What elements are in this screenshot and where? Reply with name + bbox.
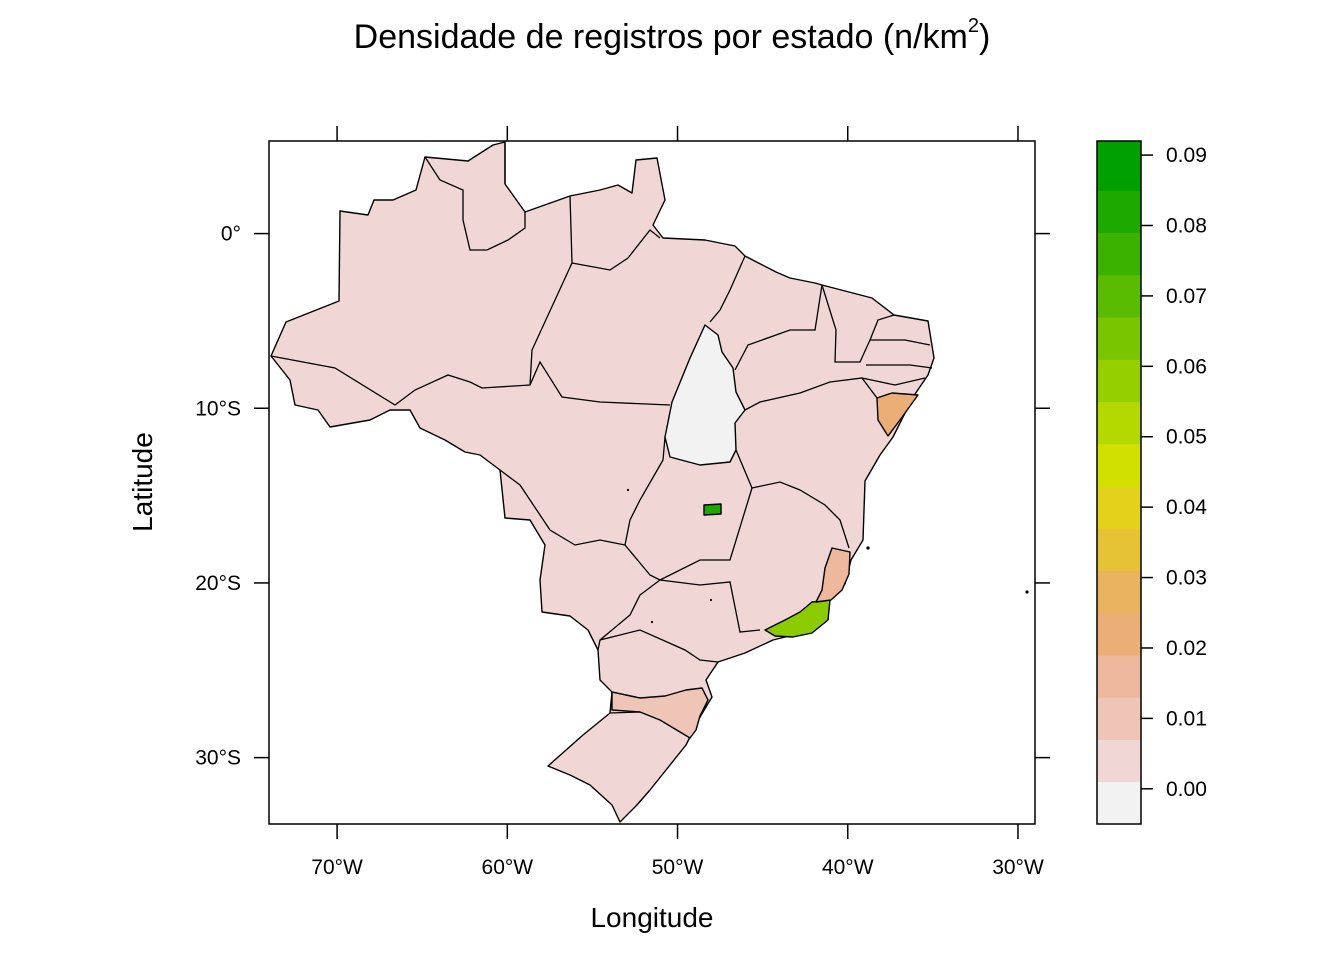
map-layer — [270, 141, 1029, 823]
x-tick-label: 40°W — [822, 856, 874, 879]
colorkey-tick-label: 0.05 — [1166, 426, 1207, 449]
title-text: Densidade de registros por estado (n/km — [353, 18, 968, 56]
colorkey-bin — [1097, 528, 1141, 572]
colorkey-tick-label: 0.08 — [1166, 214, 1207, 237]
colorkey-bin — [1097, 274, 1141, 318]
colorkey-tick-label: 0.09 — [1166, 144, 1207, 167]
y-tick-label: 30°S — [195, 747, 241, 770]
y-axis-title: Latitude — [127, 432, 158, 532]
x-axis-ticks: 70°W 60°W 50°W 40°W 30°W — [311, 126, 1044, 879]
state-rio-de-janeiro — [764, 599, 831, 638]
colorkey-bin — [1097, 486, 1141, 529]
state-santa-catarina — [611, 687, 709, 739]
title-close: ) — [979, 18, 991, 56]
state-region-base — [270, 141, 935, 823]
colorkey-tick-label: 0.01 — [1166, 707, 1207, 730]
colorkey-frame — [1096, 140, 1142, 825]
colorkey-tick-label: 0.02 — [1166, 637, 1207, 660]
colorkey-bin — [1097, 317, 1141, 360]
colorkey-bin — [1097, 570, 1141, 614]
colorkey-tick-label: 0.03 — [1166, 567, 1207, 590]
colorkey-tick-label: 0.04 — [1166, 496, 1207, 519]
colorkey-tick-label: 0.00 — [1166, 778, 1207, 801]
colorkey-bin — [1097, 697, 1141, 741]
colorkey — [1096, 140, 1142, 825]
y-tick-label: 20°S — [195, 572, 241, 595]
y-tick-label: 10°S — [195, 397, 241, 420]
x-axis-title: Longitude — [590, 902, 713, 933]
colorkey-bin — [1097, 781, 1141, 825]
map-panel-frame — [268, 140, 1036, 825]
y-tick-label: 0° — [221, 223, 241, 246]
map-states — [270, 141, 1029, 823]
state-sergipe — [876, 392, 919, 437]
state-espirito-santo — [815, 547, 851, 603]
colorkey-bin — [1097, 141, 1141, 191]
colorkey-bin — [1097, 401, 1141, 445]
colorkey-bin — [1097, 612, 1141, 656]
x-tick-label: 60°W — [482, 856, 534, 879]
y-axis-ticks: 0° 10°S 20°S 30°S — [195, 223, 1050, 770]
colorkey-tick-label: 0.06 — [1166, 355, 1207, 378]
colorkey-ticks: 0.00 0.01 0.02 0.03 0.04 0.05 0.06 0.07 0.08 0.09 — [1141, 144, 1207, 801]
colorkey-tick-label: 0.07 — [1166, 285, 1207, 308]
x-tick-label: 30°W — [992, 856, 1044, 879]
chart-title: Densidade de registros por estado (n/km2… — [0, 14, 1344, 57]
colorkey-bin — [1097, 739, 1141, 783]
colorkey-bin — [1097, 655, 1141, 698]
island-dots — [626, 488, 1029, 624]
colorkey-bin — [1097, 359, 1141, 403]
colorkey-bin — [1097, 190, 1141, 234]
x-tick-label: 70°W — [311, 856, 363, 879]
colorkey-bin — [1097, 443, 1141, 487]
title-superscript: 2 — [967, 14, 979, 37]
state-borders — [270, 142, 933, 714]
x-tick-label: 50°W — [652, 856, 704, 879]
colorkey-bin — [1097, 232, 1141, 276]
state-distrito-federal — [703, 503, 722, 516]
